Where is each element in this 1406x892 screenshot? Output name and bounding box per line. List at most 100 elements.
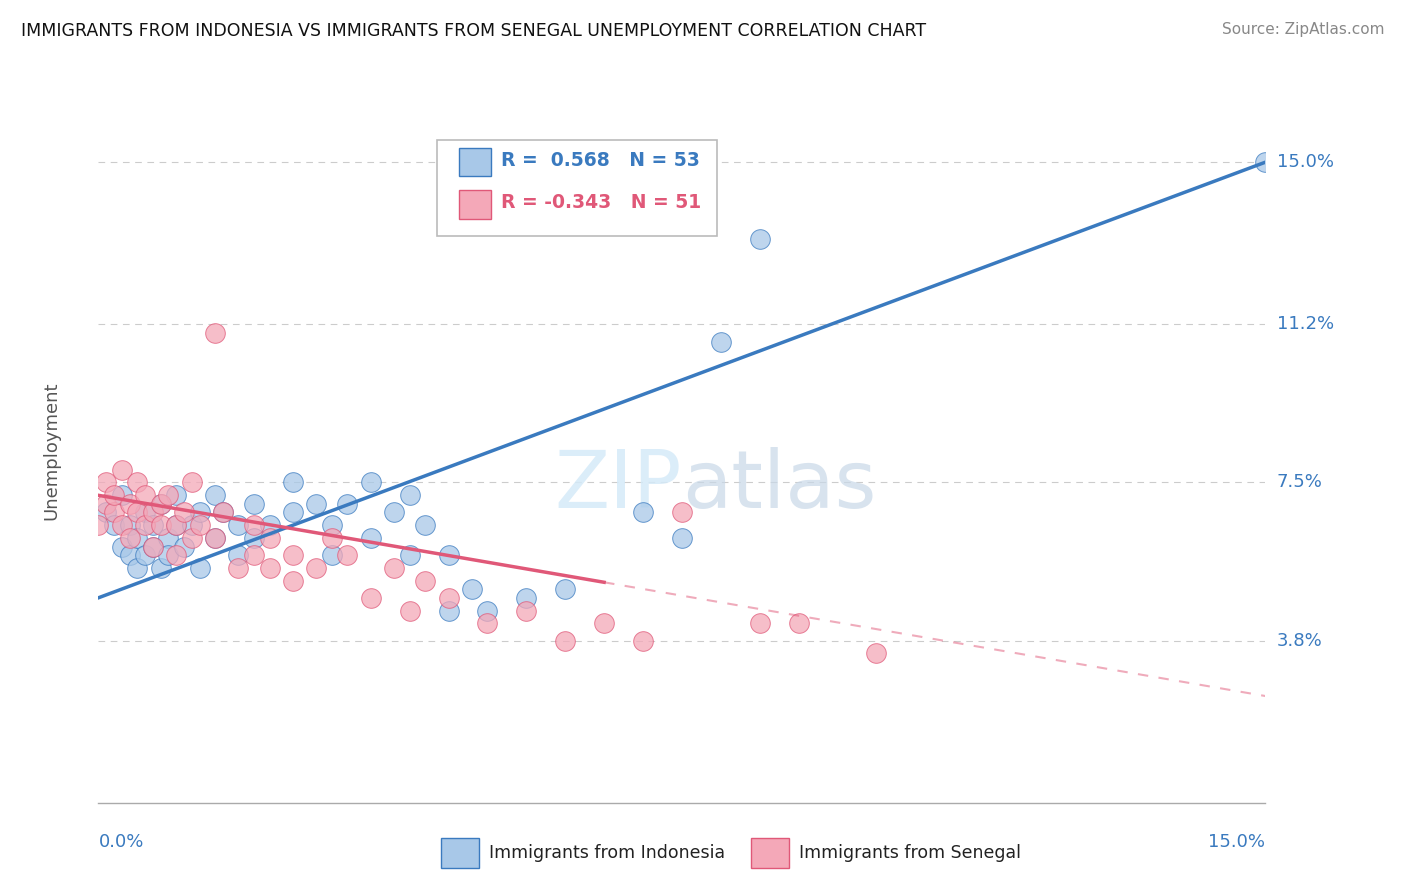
Point	[134, 505, 156, 519]
Point	[165, 548, 187, 562]
Point	[593, 616, 616, 631]
Point	[118, 531, 141, 545]
Point	[111, 540, 134, 554]
Point	[188, 561, 211, 575]
Point	[188, 505, 211, 519]
Point	[103, 488, 125, 502]
FancyBboxPatch shape	[458, 148, 491, 177]
Point	[360, 591, 382, 605]
Point	[180, 518, 202, 533]
Point	[437, 591, 460, 605]
Point	[228, 561, 250, 575]
Point	[142, 505, 165, 519]
Point	[127, 475, 149, 490]
Point	[281, 574, 304, 588]
Point	[173, 505, 195, 519]
Point	[437, 548, 460, 562]
Point	[204, 531, 226, 545]
Point	[360, 531, 382, 545]
Point	[127, 531, 149, 545]
Point	[398, 604, 420, 618]
Point	[157, 531, 180, 545]
FancyBboxPatch shape	[437, 140, 717, 235]
Point	[437, 604, 460, 618]
Point	[305, 561, 328, 575]
Point	[96, 497, 118, 511]
Point	[631, 633, 654, 648]
Point	[212, 505, 235, 519]
Point	[671, 531, 693, 545]
Point	[204, 326, 226, 340]
Point	[710, 334, 733, 349]
Point	[461, 582, 484, 597]
Point	[212, 505, 235, 519]
Point	[134, 518, 156, 533]
Point	[180, 475, 202, 490]
Point	[134, 488, 156, 502]
Point	[157, 488, 180, 502]
Point	[554, 582, 576, 597]
Point	[165, 518, 187, 533]
Point	[259, 518, 281, 533]
Text: R =  0.568   N = 53: R = 0.568 N = 53	[501, 152, 700, 170]
Point	[149, 497, 172, 511]
Point	[259, 561, 281, 575]
Point	[149, 561, 172, 575]
Point	[157, 548, 180, 562]
Point	[413, 518, 436, 533]
Point	[127, 561, 149, 575]
Point	[204, 531, 226, 545]
Text: Immigrants from Indonesia: Immigrants from Indonesia	[489, 844, 725, 862]
Point	[103, 505, 125, 519]
Point	[111, 488, 134, 502]
Point	[243, 548, 266, 562]
Point	[142, 540, 165, 554]
Point	[149, 518, 172, 533]
Point	[165, 488, 187, 502]
Text: Immigrants from Senegal: Immigrants from Senegal	[799, 844, 1021, 862]
Text: Source: ZipAtlas.com: Source: ZipAtlas.com	[1222, 22, 1385, 37]
Point	[321, 548, 343, 562]
Point	[96, 475, 118, 490]
Point	[336, 497, 359, 511]
Point	[142, 540, 165, 554]
Text: Unemployment: Unemployment	[42, 381, 60, 520]
Point	[228, 548, 250, 562]
Point	[281, 505, 304, 519]
Point	[787, 616, 810, 631]
Point	[204, 488, 226, 502]
Point	[554, 633, 576, 648]
Point	[865, 646, 887, 660]
Point	[515, 604, 537, 618]
Point	[165, 518, 187, 533]
Point	[382, 561, 405, 575]
Point	[180, 531, 202, 545]
Text: R = -0.343   N = 51: R = -0.343 N = 51	[501, 193, 702, 212]
Point	[173, 540, 195, 554]
Text: IMMIGRANTS FROM INDONESIA VS IMMIGRANTS FROM SENEGAL UNEMPLOYMENT CORRELATION CH: IMMIGRANTS FROM INDONESIA VS IMMIGRANTS …	[21, 22, 927, 40]
Point	[127, 505, 149, 519]
Point	[103, 518, 125, 533]
Point	[515, 591, 537, 605]
Point	[413, 574, 436, 588]
Point	[336, 548, 359, 562]
Text: 15.0%: 15.0%	[1277, 153, 1333, 171]
Point	[243, 531, 266, 545]
Point	[259, 531, 281, 545]
Point	[188, 518, 211, 533]
Point	[1254, 155, 1277, 169]
Point	[111, 463, 134, 477]
Text: 15.0%: 15.0%	[1208, 833, 1265, 851]
Point	[118, 548, 141, 562]
Point	[118, 497, 141, 511]
Text: ZIP: ZIP	[554, 447, 682, 524]
Point	[87, 518, 110, 533]
Point	[134, 548, 156, 562]
Point	[142, 518, 165, 533]
Point	[281, 475, 304, 490]
Text: 0.0%: 0.0%	[98, 833, 143, 851]
Text: 3.8%: 3.8%	[1277, 632, 1322, 649]
Point	[398, 488, 420, 502]
Text: 11.2%: 11.2%	[1277, 316, 1334, 334]
Point	[149, 497, 172, 511]
